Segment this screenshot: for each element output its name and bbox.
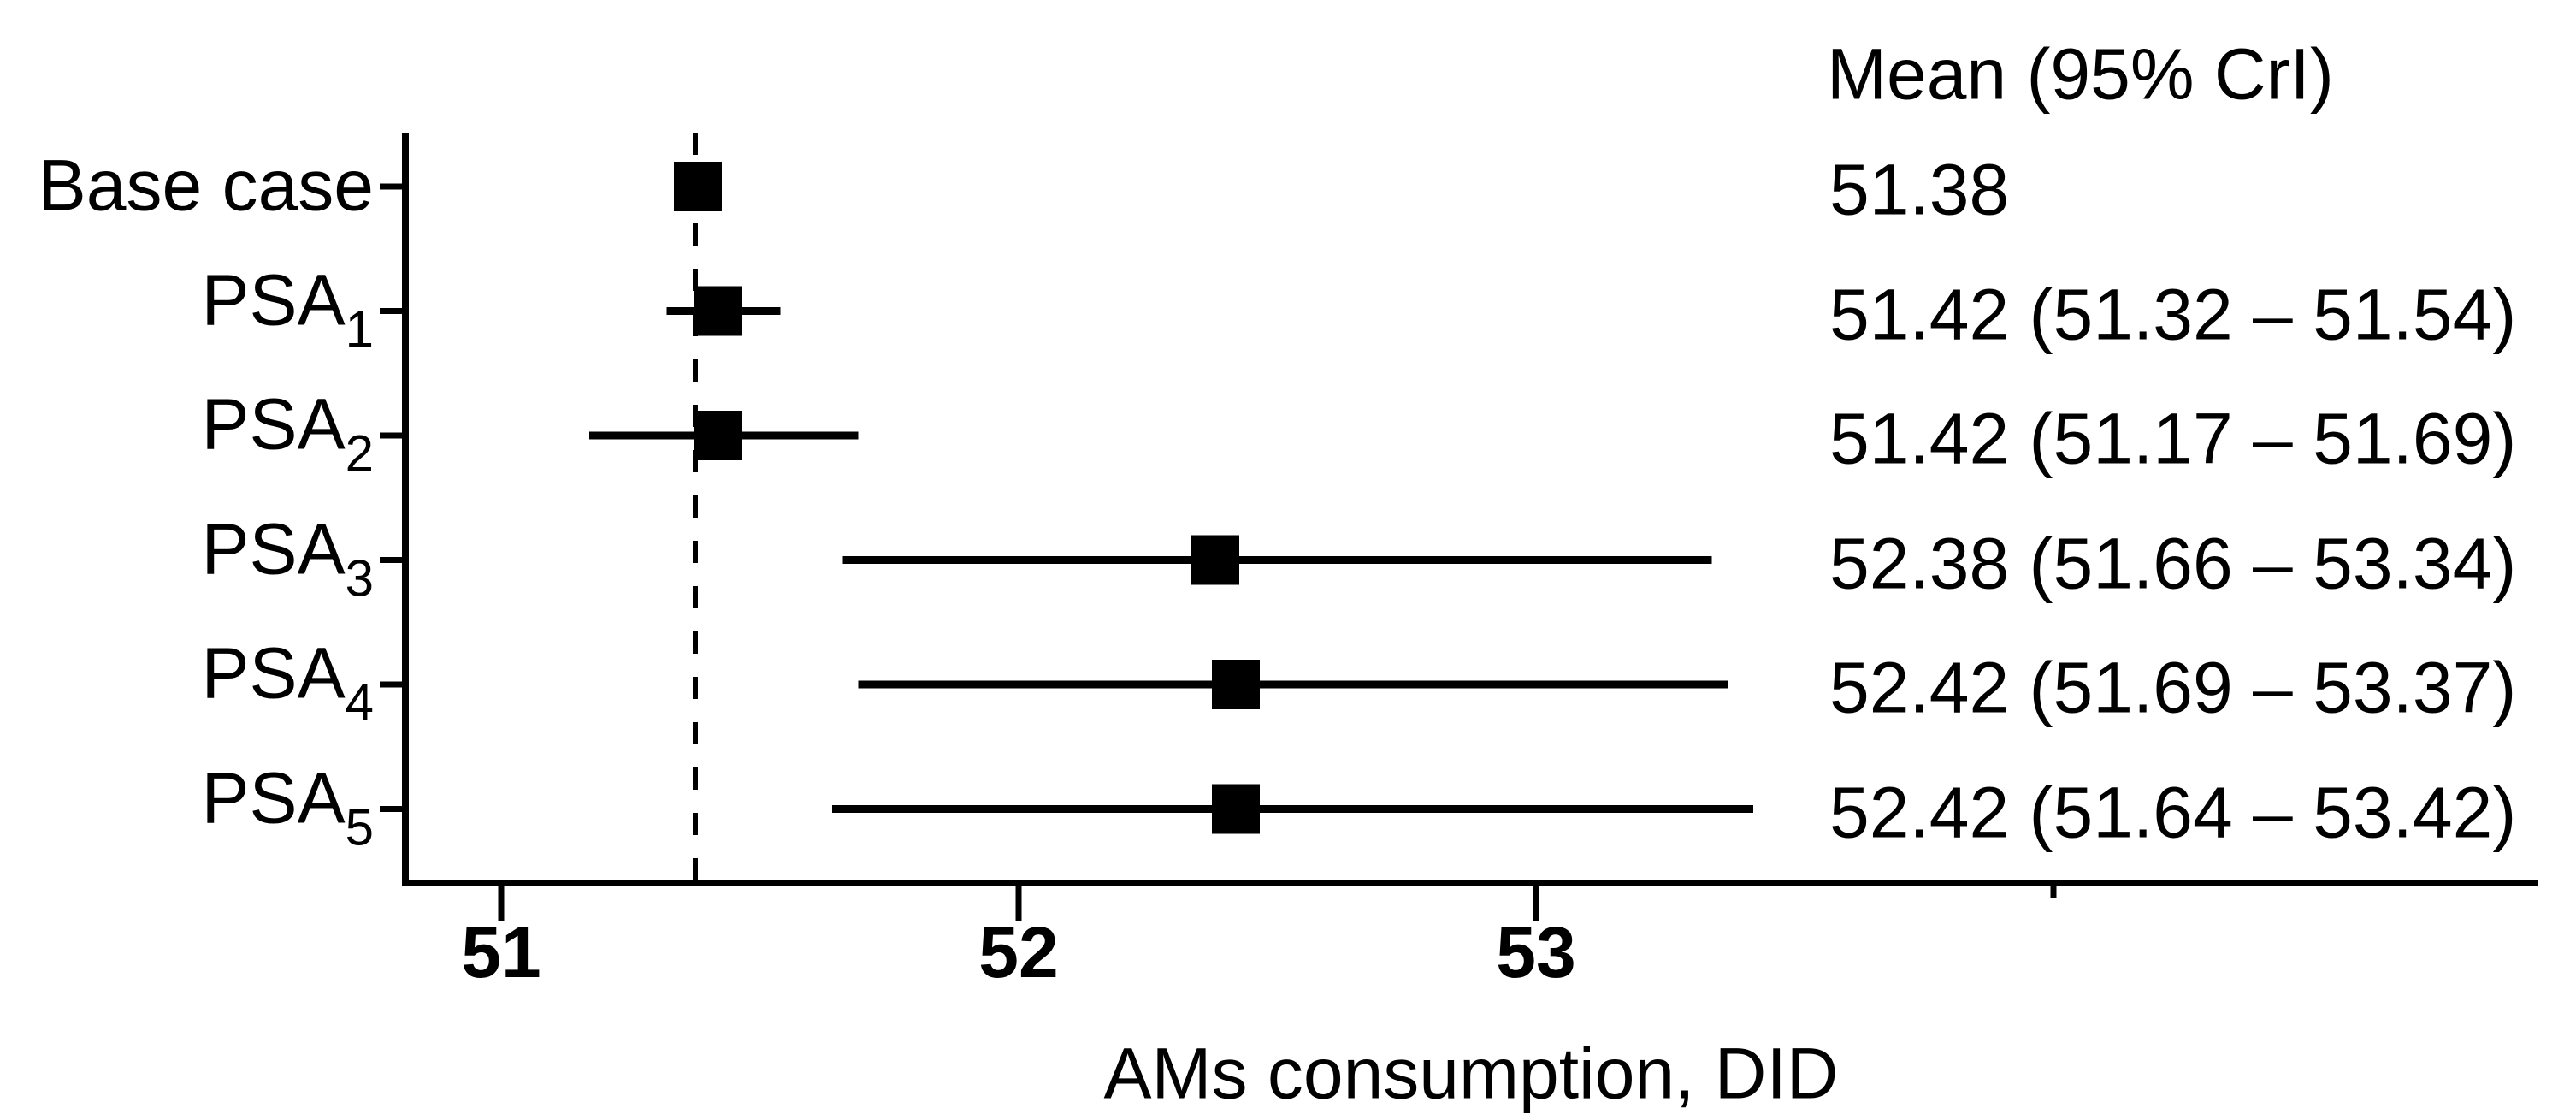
row-label-text: Base case <box>38 145 374 226</box>
row-value: 52.42 (51.64 – 53.42) <box>1829 771 2517 852</box>
row-label: PSA2 <box>202 388 374 479</box>
mean-marker <box>1191 535 1239 585</box>
row-value: 51.38 <box>1829 149 2010 230</box>
row-label: PSA4 <box>202 637 374 728</box>
row-value: 51.42 (51.17 – 51.69) <box>1829 398 2517 479</box>
mean-marker <box>694 411 743 460</box>
row-label: Base case <box>38 149 374 221</box>
mean-marker <box>694 286 743 336</box>
mean-marker <box>1212 660 1261 709</box>
row-value: 51.42 (51.32 – 51.54) <box>1829 273 2517 354</box>
mean-marker <box>1212 784 1261 834</box>
x-axis-title: AMs consumption, DID <box>1103 1033 1839 1114</box>
row-value: 52.38 (51.66 – 53.34) <box>1829 522 2517 603</box>
x-tick-label: 53 <box>1496 912 1576 993</box>
mean-marker <box>673 162 722 211</box>
row-label: PSA5 <box>202 761 374 853</box>
x-tick-label: 51 <box>461 912 541 993</box>
row-label-subscript: 4 <box>345 673 374 732</box>
row-label-subscript: 1 <box>345 299 374 358</box>
row-label-text: PSA <box>201 258 346 340</box>
row-label-subscript: 5 <box>345 797 374 856</box>
row-label: PSA3 <box>202 513 374 604</box>
row-label: PSA1 <box>202 264 374 355</box>
row-value: 52.42 (51.69 – 53.37) <box>1829 647 2517 728</box>
value-column-header: Mean (95% CrI) <box>1827 33 2334 115</box>
row-label-text: PSA <box>201 383 346 465</box>
x-tick-label: 52 <box>978 912 1059 993</box>
row-label-subscript: 3 <box>345 548 374 607</box>
row-label-text: PSA <box>201 756 346 838</box>
row-label-text: PSA <box>201 632 346 714</box>
row-label-text: PSA <box>201 507 346 589</box>
row-label-subscript: 2 <box>345 424 374 483</box>
